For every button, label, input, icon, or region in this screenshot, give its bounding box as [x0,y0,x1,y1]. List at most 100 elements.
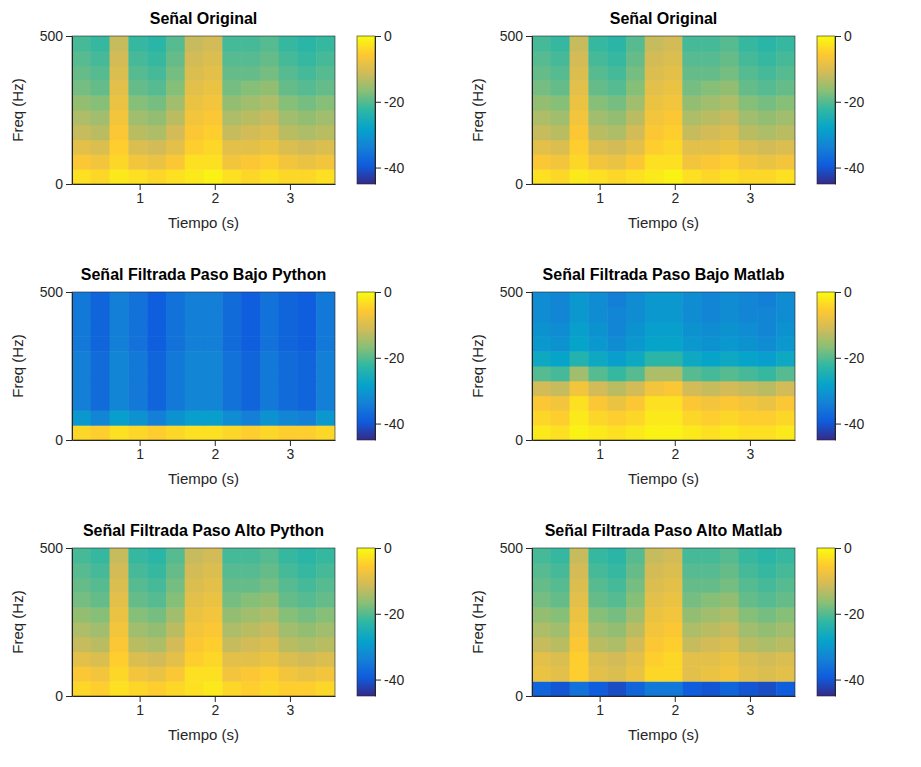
cell [645,169,664,184]
tick-label: 0 [55,176,63,192]
cell [185,140,204,155]
cell [260,169,279,184]
panel-title: Señal Filtrada Paso Bajo Matlab [543,266,785,283]
cell [128,292,147,307]
cell [297,637,316,652]
plot-frame [532,548,795,696]
x-axis-title: Tiempo (s) [628,470,699,487]
cell [185,36,204,51]
cell [551,95,570,110]
cell [776,322,795,337]
cell [626,51,645,66]
tick: 0 [55,176,72,192]
cell [626,169,645,184]
cell [204,351,223,366]
cell [260,336,279,351]
cell [185,592,204,607]
cell [664,66,683,81]
cell [570,622,589,637]
cell [260,578,279,593]
cell [185,125,204,140]
cell [222,592,241,607]
cell [551,51,570,66]
cell [701,36,720,51]
cell [128,681,147,696]
cell [260,36,279,51]
cell [720,95,739,110]
cell [297,307,316,322]
cell [532,425,551,440]
cell [757,336,776,351]
y-axis-title: Freq (Hz) [9,590,26,653]
cell [204,607,223,622]
cell [588,578,607,593]
cell [701,80,720,95]
cell [279,307,298,322]
cell [204,66,223,81]
cell [91,607,110,622]
tick-mark [375,358,381,359]
cell [682,307,701,322]
cell [297,652,316,667]
cell [91,681,110,696]
x-axis: 123 [73,696,336,718]
cell [739,563,758,578]
cell [607,622,626,637]
cell [626,307,645,322]
cell [551,292,570,307]
cell [260,366,279,381]
cell [720,381,739,396]
cell [607,381,626,396]
cell [128,563,147,578]
tick: 500 [40,540,72,556]
cell [260,396,279,411]
cell [260,140,279,155]
y-axis: 0500 [40,540,73,704]
cell [128,396,147,411]
cell [739,592,758,607]
tick-mark [66,36,72,37]
cell [720,322,739,337]
cell [532,410,551,425]
cell [720,36,739,51]
tick-label: 1 [596,702,604,718]
cell [532,548,551,563]
cell [776,351,795,366]
tick-label: 2 [211,190,219,206]
cell [279,66,298,81]
cell [607,80,626,95]
cell [739,51,758,66]
cell [110,307,129,322]
cell [316,381,335,396]
cell [316,425,335,440]
cell [128,169,147,184]
panel: 1230500Señal OriginalTiempo (s)Freq (Hz)… [469,10,864,231]
cell [166,637,185,652]
cell [645,125,664,140]
cell [720,307,739,322]
cell [297,622,316,637]
panel-title: Señal Original [150,10,258,27]
cell [72,307,91,322]
cell [664,681,683,696]
cell [551,425,570,440]
cell [664,666,683,681]
cell [645,95,664,110]
cell [682,154,701,169]
cell [166,307,185,322]
cell [297,169,316,184]
cell [128,336,147,351]
cell [664,292,683,307]
cell [279,140,298,155]
cell [166,563,185,578]
cell [316,622,335,637]
colorbar [817,292,835,440]
cell [739,140,758,155]
cell [532,578,551,593]
cell [664,548,683,563]
cell [222,366,241,381]
cell [664,140,683,155]
cell [147,66,166,81]
cell [279,322,298,337]
tick-label: 0 [844,28,852,44]
